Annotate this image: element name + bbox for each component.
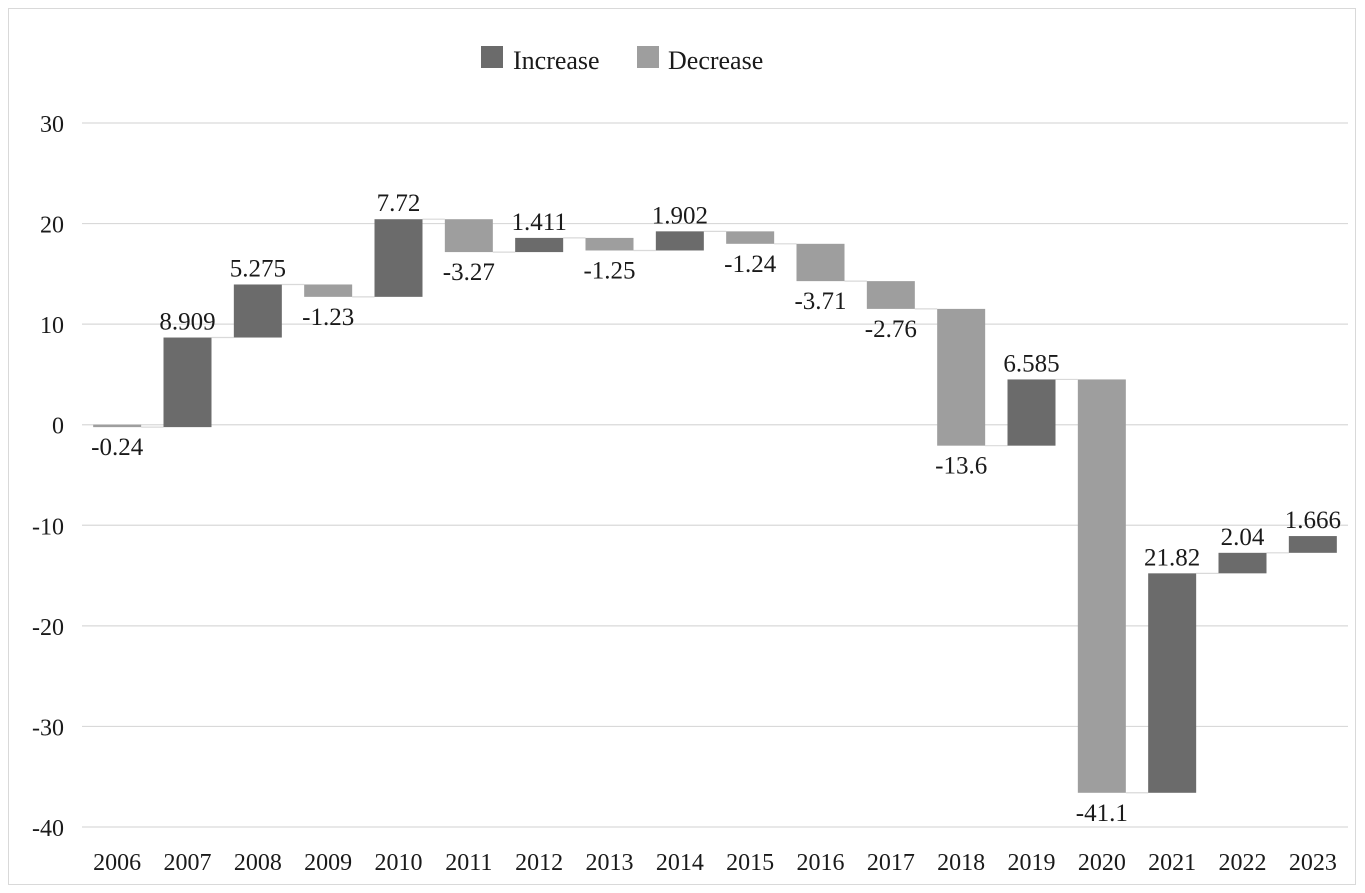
y-tick-label: -10 [32, 514, 64, 540]
data-label: 2.04 [1221, 524, 1265, 551]
x-tick-label: 2007 [164, 850, 212, 876]
x-tick-label: 2014 [656, 850, 704, 876]
data-label: 7.72 [377, 190, 421, 217]
bar-increase [655, 231, 704, 251]
bar-increase [163, 337, 212, 428]
bar-increase [1007, 379, 1056, 446]
x-tick-label: 2015 [726, 850, 774, 876]
bar-decrease [585, 237, 634, 251]
bar-increase [1218, 552, 1267, 574]
data-label: -41.1 [1076, 800, 1128, 827]
data-label: -1.23 [302, 304, 354, 331]
data-label: -3.27 [443, 259, 495, 286]
y-tick-label: -40 [32, 816, 64, 842]
bars [93, 219, 1337, 793]
data-label: 1.411 [512, 209, 567, 236]
x-tick-label: 2017 [867, 850, 915, 876]
x-tick-label: 2013 [586, 850, 634, 876]
y-tick-label: -20 [32, 615, 64, 641]
bar-decrease [937, 308, 986, 446]
bar-increase [374, 219, 423, 297]
y-tick-label: 10 [40, 313, 64, 339]
connector-lines [141, 218, 1289, 794]
bar-decrease [444, 219, 493, 253]
legend-swatch-increase [481, 46, 503, 68]
bar-decrease [726, 231, 775, 244]
data-label: -2.76 [865, 316, 917, 343]
x-tick-label: 2012 [515, 850, 563, 876]
data-label: -13.6 [935, 453, 987, 480]
bar-decrease [1077, 379, 1126, 793]
bar-increase [1148, 573, 1197, 793]
data-label: 1.666 [1285, 507, 1341, 534]
data-label: 21.82 [1144, 544, 1200, 571]
y-tick-label: 0 [52, 414, 64, 440]
chart-frame [8, 8, 1356, 885]
x-tick-label: 2006 [93, 850, 141, 876]
legend-swatch-decrease [637, 46, 659, 68]
y-tick-label: -30 [32, 715, 64, 741]
data-label: 8.909 [159, 309, 215, 336]
data-label: -3.71 [794, 288, 846, 315]
legend-label-increase: Increase [513, 46, 600, 75]
x-axis-ticks: 2006 2007 2008 2009 2010 2011 2012 2013 2014 2015… [93, 850, 1337, 876]
x-tick-label: 2016 [797, 850, 845, 876]
x-tick-label: 2009 [304, 850, 352, 876]
legend-label-decrease: Decrease [668, 46, 763, 75]
bar-decrease [866, 281, 915, 309]
x-tick-label: 2010 [375, 850, 423, 876]
data-label: -1.25 [583, 257, 635, 284]
data-labels: -0.24 8.909 5.275 -1.23 7.72 -3.27 1.411 -1.25 1… [91, 190, 1341, 827]
x-tick-label: 2019 [1008, 850, 1056, 876]
x-tick-label: 2020 [1078, 850, 1126, 876]
data-label: 1.902 [652, 202, 708, 229]
bar-decrease [93, 424, 142, 428]
data-label: 6.585 [1003, 350, 1059, 377]
data-label: -0.24 [91, 434, 144, 461]
bar-decrease [796, 243, 845, 282]
x-tick-label: 2018 [937, 850, 985, 876]
x-tick-label: 2022 [1219, 850, 1267, 876]
data-label: -1.24 [724, 251, 777, 278]
x-tick-label: 2011 [445, 850, 492, 876]
y-tick-label: 20 [40, 213, 64, 239]
x-tick-label: 2021 [1148, 850, 1196, 876]
bar-decrease [304, 284, 353, 297]
x-tick-label: 2023 [1289, 850, 1337, 876]
bar-increase [233, 284, 282, 338]
gridlines [82, 122, 1348, 828]
y-tick-label: 30 [40, 112, 64, 138]
bar-increase [515, 237, 564, 253]
x-tick-label: 2008 [234, 850, 282, 876]
y-axis-ticks: 30 20 10 0 -10 -20 -30 -40 [32, 112, 64, 842]
bar-increase [1288, 536, 1337, 553]
data-label: 5.275 [230, 255, 286, 282]
legend: Increase Decrease [481, 46, 763, 75]
